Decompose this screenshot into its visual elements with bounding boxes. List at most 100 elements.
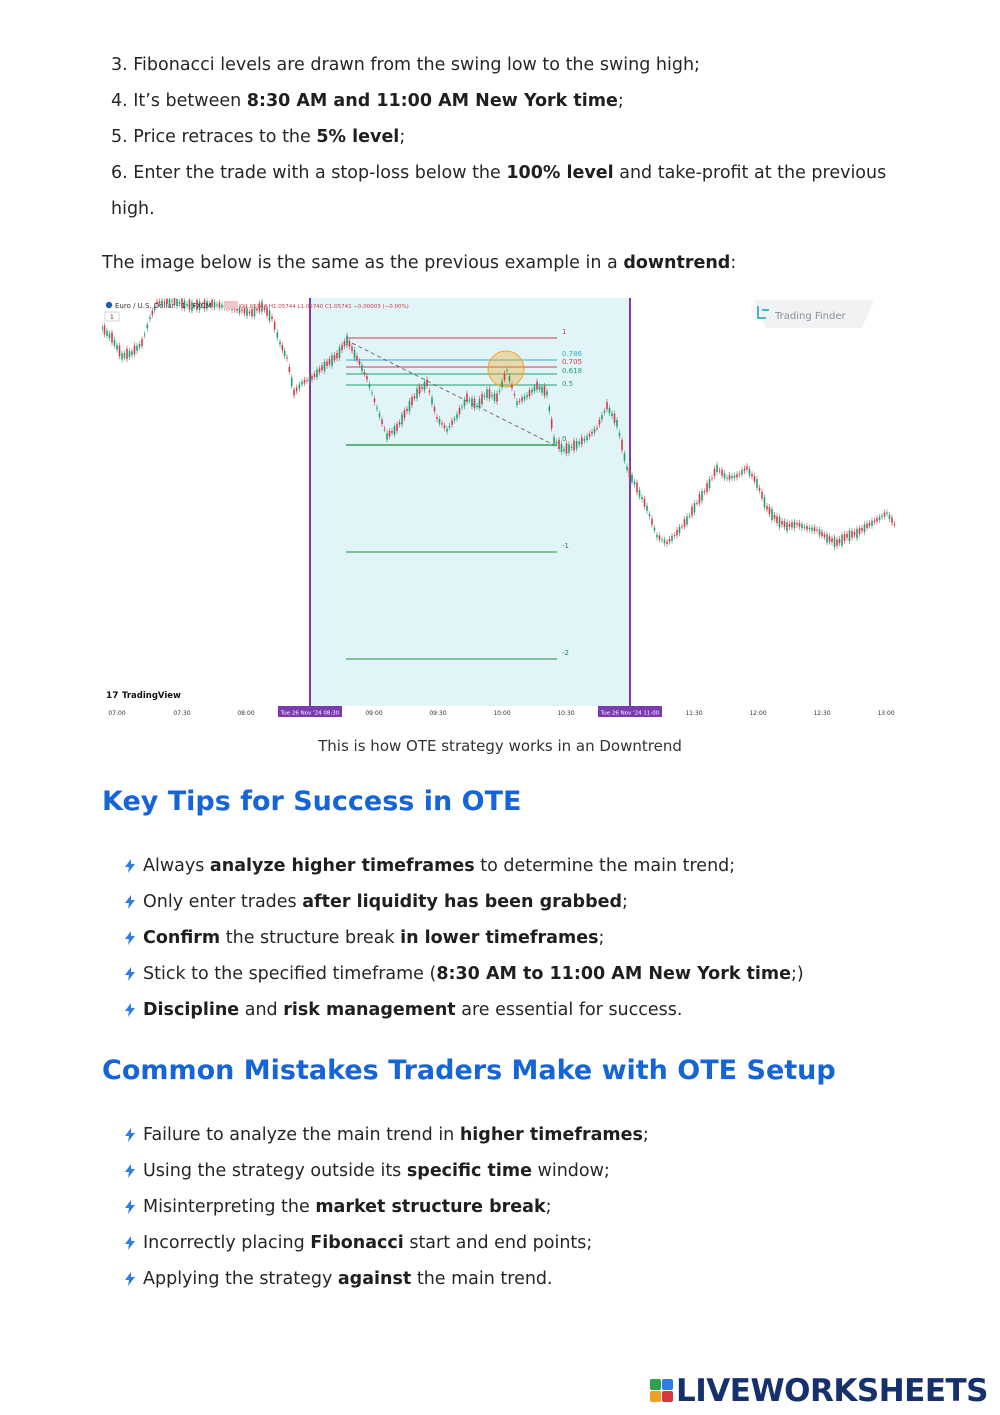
candle-body [118,345,121,357]
text-run: 6. Enter the trade with a stop-loss belo… [111,163,507,183]
candle-body [518,400,521,402]
candle-body [408,401,411,412]
text-run: Incorrectly placing [143,1233,311,1253]
candle-body [206,301,208,309]
fib-label-minus1: -1 [562,542,569,550]
candle-body [573,440,575,451]
candle-body [553,436,555,444]
candle-body [756,479,758,488]
candle-body [798,522,801,527]
text-run: are essential for success. [455,1000,683,1020]
candle-body [271,316,273,320]
candle-body [856,528,858,539]
candle-body [295,387,298,392]
candle-body [306,380,308,382]
candle-body [406,408,408,412]
candle-body [736,474,738,478]
time-label: 07:30 [173,710,190,717]
candle-body [581,437,583,445]
candle-body [298,384,301,389]
candle-body [773,514,776,519]
time-label: 08:00 [237,710,254,717]
candle-body [806,525,808,530]
candle-body [343,341,346,347]
candle-body [493,393,496,401]
candle-body [778,516,781,528]
candle-body [836,539,838,546]
text-run: Stick to the specified timeframe ( [143,964,437,984]
candle-body [286,357,288,359]
candle-body [508,376,511,381]
step-5: 5. Price retraces to the 5% level; [111,125,405,149]
lightning-bolt-icon [125,1200,135,1214]
candle-body [643,498,646,507]
candle-body [678,526,681,534]
candle-body [481,394,483,404]
candle-body [386,433,388,440]
candle-body [238,307,241,314]
candle-body [728,475,731,480]
bold-text: higher timeframes [459,1125,643,1145]
candle-body [883,512,886,517]
text-run: Using the strategy outside its [143,1161,407,1181]
candle-body [288,366,291,372]
candle-body [676,529,678,536]
bold-text: 8:30 AM and 11:00 AM New York time [246,91,618,111]
fib-label-1: 1 [562,328,566,336]
candle-body [606,401,608,410]
step-4: 4. It’s between 8:30 AM and 11:00 AM New… [111,89,624,113]
candle-body [393,426,396,435]
candle-body [308,377,311,383]
candle-body [336,352,338,359]
fib-label-05: 0.5 [562,380,573,388]
candle-body [548,406,551,412]
session-end-badge-box [598,706,662,717]
candle-body [601,415,603,420]
mistake-item: Misinterpreting the market structure bre… [143,1195,552,1219]
candle-body [666,541,668,544]
candle-body [751,474,753,477]
candle-body [488,388,491,399]
candle-body [341,344,343,351]
candle-body [568,444,570,453]
candle-body [188,299,191,310]
candle-body [688,515,691,517]
candle-body [193,305,196,307]
tip-item: Always analyze higher timeframes to dete… [143,854,735,878]
ohlc-indicator-box [224,301,238,309]
candle-body [161,300,163,305]
candle-body [423,381,426,391]
lightning-bolt-icon [125,859,135,873]
step-6: 6. Enter the trade with a stop-loss belo… [111,161,886,185]
fib-levels: 1 0.786 0.705 0.618 0.5 0 -1 -2 [346,328,583,660]
candle-body [726,477,728,479]
time-label: 09:00 [365,710,382,717]
candle-body [146,324,149,329]
symbol-flag-icon [105,301,113,309]
candle-body [533,386,536,391]
candle-body [163,301,166,303]
candle-body [248,311,251,314]
candle-body [316,369,318,378]
text-run: the structure break [220,928,401,948]
candle-body [501,381,503,388]
watermark-text: Trading Finder [774,311,847,322]
candle-body [276,332,279,338]
bold-text: specific time [406,1161,532,1181]
candle-body [746,466,748,470]
candle-body [731,476,733,479]
candle-body [468,399,471,401]
candle-body [863,524,866,532]
candle-body [633,481,636,485]
candle-body [511,384,513,389]
candle-body [703,491,706,493]
text-run: to determine the main trend; [474,856,736,876]
candle-body [376,407,378,409]
candle-body [418,386,421,394]
candle-body [838,538,841,544]
candle-body [803,526,806,528]
candle-body [236,307,238,311]
candle-body [138,344,141,348]
text-run: 5. Price retraces to the [111,127,317,147]
candle-body [586,436,588,440]
